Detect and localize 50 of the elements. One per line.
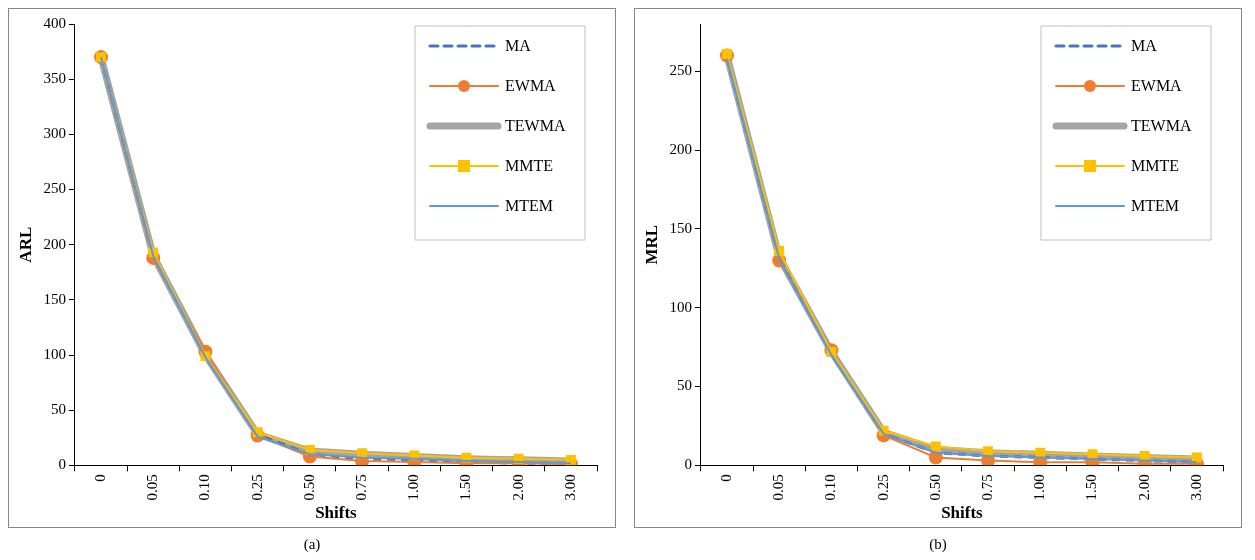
x-tick-label: 1.50 <box>1083 474 1100 501</box>
legend-label: MA <box>1131 37 1158 55</box>
x-tick-label: 0.75 <box>978 474 995 501</box>
x-tick-label: 0.25 <box>248 474 265 501</box>
x-tick-label: 0.50 <box>926 474 943 501</box>
text: (a) <box>302 536 322 553</box>
x-tick-label: 0.05 <box>770 474 787 501</box>
x-axis-title: Shifts <box>941 503 984 523</box>
y-axis-title: ARL <box>15 226 35 263</box>
x-tick-label: 0 <box>91 474 108 482</box>
y-tick-label: 200 <box>669 141 692 158</box>
x-tick-label: 1.50 <box>457 474 474 501</box>
legend-label: TEWMA <box>1131 117 1192 135</box>
y-tick-label: 350 <box>43 70 66 87</box>
legend-label: MA <box>505 37 532 55</box>
y-tick-label: 100 <box>43 345 66 362</box>
y-tick-label: 250 <box>43 180 66 197</box>
x-axis-title: Shifts <box>315 503 358 523</box>
x-tick-label: 0 <box>717 474 734 482</box>
x-tick-label: 2.00 <box>509 474 526 501</box>
x-tick-label: 2.00 <box>1135 474 1152 501</box>
y-tick-label: 50 <box>50 401 66 418</box>
x-tick-label: 1.00 <box>1031 474 1048 501</box>
y-tick-label: 150 <box>669 219 692 236</box>
x-tick-label: 3.00 <box>561 474 578 501</box>
legend-label: MMTE <box>505 157 553 175</box>
x-tick-label: 0.25 <box>874 474 891 501</box>
x-tick-label: 1.00 <box>405 474 422 501</box>
x-tick-label: 0.50 <box>300 474 317 501</box>
legend-label: MTEM <box>1131 197 1179 215</box>
x-tick-label: 0.75 <box>352 474 369 501</box>
y-tick-label: 250 <box>669 62 692 79</box>
x-tick-label: 3.00 <box>1187 474 1204 501</box>
legend-label: MMTE <box>1131 157 1179 175</box>
legend-label: EWMA <box>505 77 557 95</box>
y-tick-label: 200 <box>43 235 66 252</box>
y-tick-label: 50 <box>676 377 692 394</box>
legend-label: TEWMA <box>505 117 566 135</box>
y-tick-label: 400 <box>43 14 66 31</box>
y-axis-title: MRL <box>641 224 661 265</box>
legend-label: EWMA <box>1131 77 1183 95</box>
x-tick-label: 0.05 <box>144 474 161 501</box>
legend-label: MTEM <box>505 197 553 215</box>
y-tick-label: 150 <box>43 290 66 307</box>
x-tick-label: 0.10 <box>196 474 213 501</box>
y-tick-label: 100 <box>669 298 692 315</box>
point <box>930 441 941 452</box>
y-tick-label: 300 <box>43 125 66 142</box>
text: (b) <box>928 536 948 553</box>
x-tick-label: 0.10 <box>822 474 839 501</box>
